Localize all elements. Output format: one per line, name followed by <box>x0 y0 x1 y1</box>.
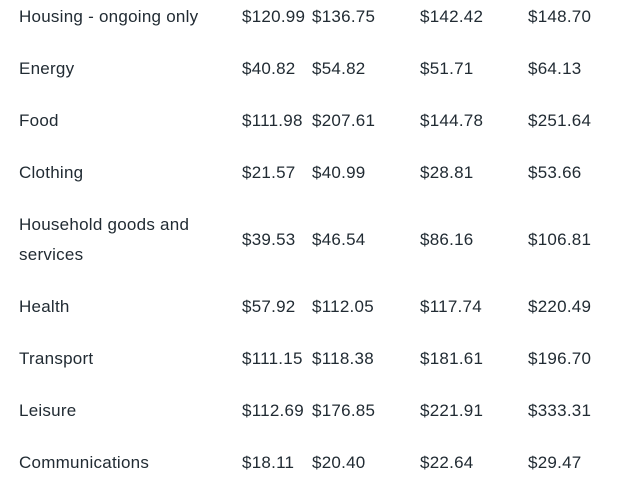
row-value: $221.91 <box>420 401 484 420</box>
row-value: $86.16 <box>420 230 474 249</box>
row-value: $112.05 <box>312 297 374 316</box>
row-value: $251.64 <box>528 111 592 130</box>
row-label: Leisure <box>19 401 77 420</box>
row-value: $118.38 <box>312 349 374 368</box>
row-value: $220.49 <box>528 297 592 316</box>
row-value: $46.54 <box>312 230 366 249</box>
row-value: $111.15 <box>242 349 303 368</box>
row-value: $148.70 <box>528 7 592 26</box>
row-label: Energy <box>19 59 75 78</box>
row-value: $144.78 <box>420 111 484 130</box>
row-label: Food <box>19 111 59 130</box>
row-value: $39.53 <box>242 230 296 249</box>
row-value: $54.82 <box>312 59 366 78</box>
row-value: $51.71 <box>420 59 474 78</box>
row-value: $142.42 <box>420 7 484 26</box>
table-row: Leisure $112.69 $176.85 $221.91 $333.31 <box>0 385 640 437</box>
row-value: $207.61 <box>312 111 376 130</box>
row-label: Transport <box>19 349 94 368</box>
row-value: $20.40 <box>312 453 366 472</box>
row-value: $18.11 <box>242 453 295 472</box>
table-row: Housing - ongoing only $120.99 $136.75 $142… <box>0 0 640 43</box>
row-value: $120.99 <box>242 7 306 26</box>
row-value: $196.70 <box>528 349 592 368</box>
row-value: $21.57 <box>242 163 296 182</box>
row-value: $112.69 <box>242 401 304 420</box>
table-row: Clothing $21.57 $40.99 $28.81 $53.66 <box>0 147 640 199</box>
row-value: $176.85 <box>312 401 376 420</box>
row-value: $28.81 <box>420 163 474 182</box>
row-value: $53.66 <box>528 163 582 182</box>
row-label: Household goods and services <box>19 215 190 264</box>
row-value: $29.47 <box>528 453 582 472</box>
table-row: Health $57.92 $112.05 $117.74 $220.49 <box>0 281 640 333</box>
row-value: $181.61 <box>420 349 484 368</box>
row-value: $40.82 <box>242 59 296 78</box>
row-value: $57.92 <box>242 297 296 316</box>
table-row: Transport $111.15 $118.38 $181.61 $196.70 <box>0 333 640 385</box>
table-row: Communications $18.11 $20.40 $22.64 $29.47 <box>0 437 640 480</box>
row-value: $333.31 <box>528 401 592 420</box>
row-value: $117.74 <box>420 297 482 316</box>
row-value: $22.64 <box>420 453 474 472</box>
row-value: $136.75 <box>312 7 376 26</box>
row-label: Health <box>19 297 70 316</box>
row-label: Communications <box>19 453 150 472</box>
row-value: $40.99 <box>312 163 366 182</box>
table-row: Household goods and services $39.53 $46.54… <box>0 199 640 281</box>
table-row: Food $111.98 $207.61 $144.78 $251.64 <box>0 95 640 147</box>
row-value: $106.81 <box>528 230 592 249</box>
table-row: Energy $40.82 $54.82 $51.71 $64.13 <box>0 43 640 95</box>
row-value: $64.13 <box>528 59 582 78</box>
row-label: Housing - ongoing only <box>19 7 199 26</box>
row-value: $111.98 <box>242 111 303 130</box>
row-label: Clothing <box>19 163 84 182</box>
